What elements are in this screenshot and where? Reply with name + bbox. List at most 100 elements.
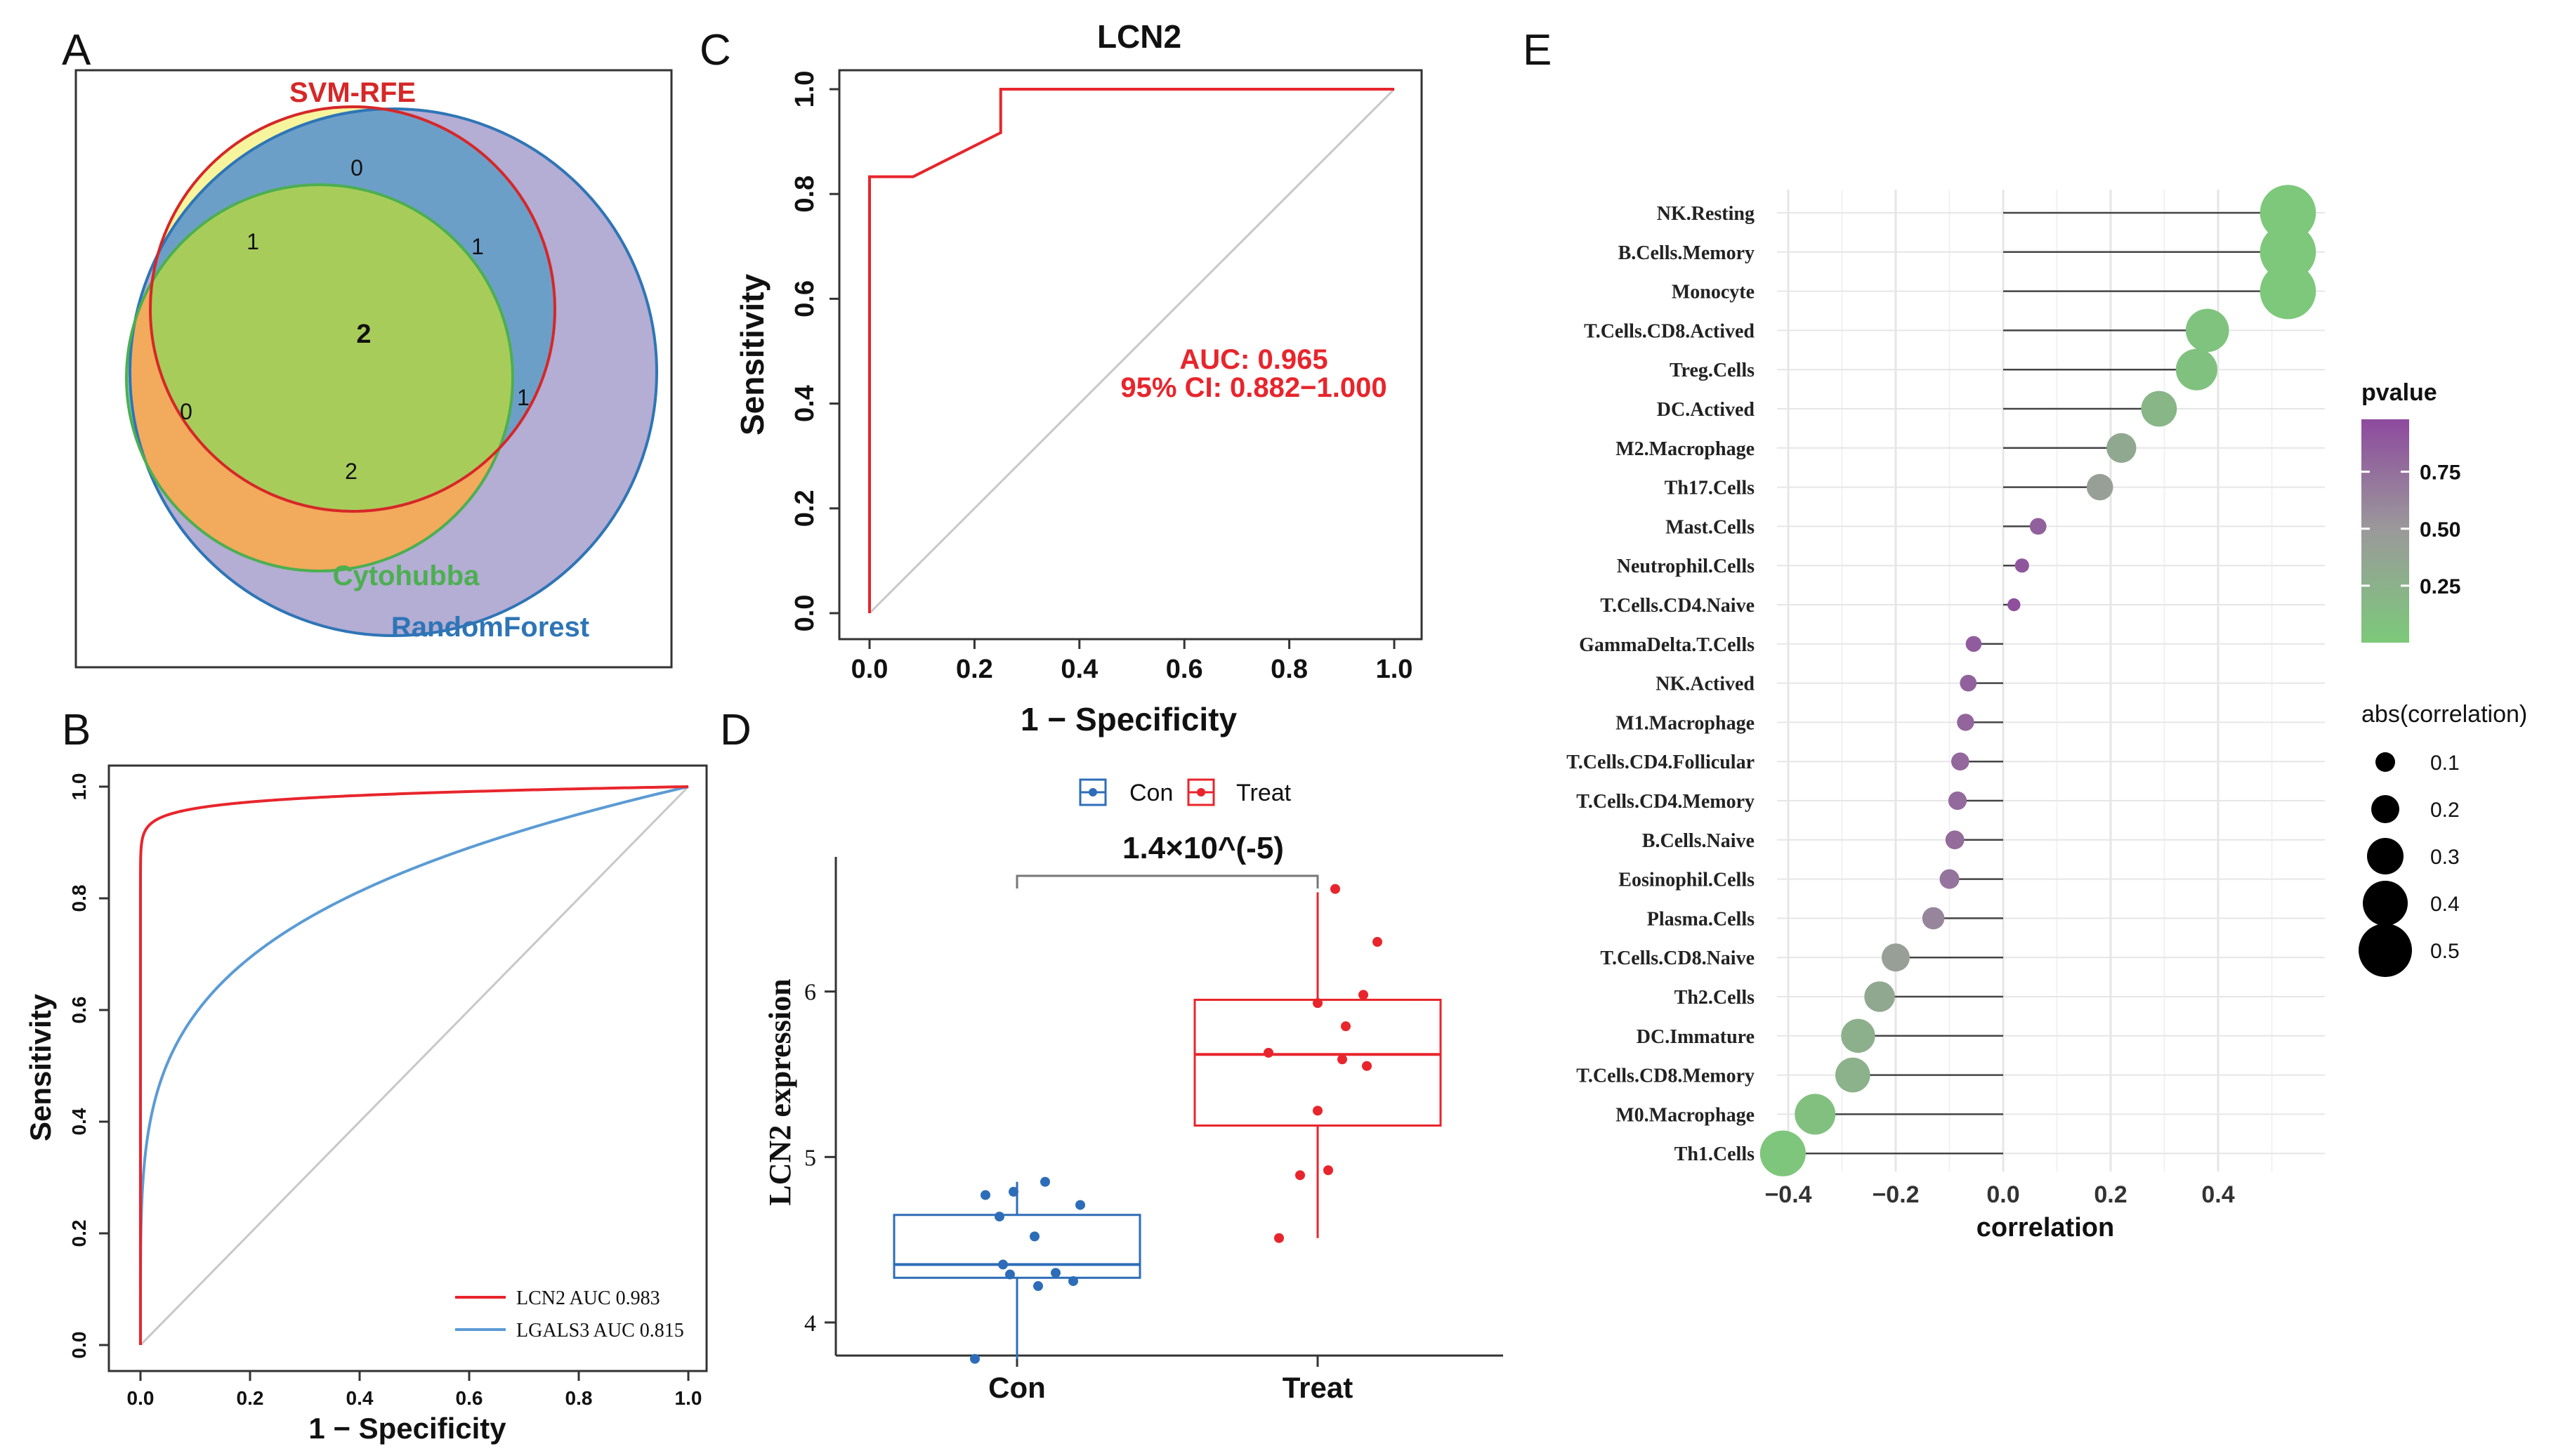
y-tick-label-d: 4: [804, 1311, 816, 1337]
category-labels-e: NK.Resting B.Cells.Memory Monocyte T.Cells.…: [1566, 203, 1755, 1165]
lollipop-dot: [1965, 636, 1982, 652]
x-tick-label-c: 0.8: [1271, 655, 1308, 684]
roc-curve-lcn2: [139, 785, 689, 1345]
roc-curve-lgals3: [139, 785, 689, 1345]
lollipop-dot: [1945, 830, 1965, 850]
category-label: T.Cells.CD4.Memory: [1576, 791, 1755, 813]
lollipop-dot: [1841, 1018, 1875, 1054]
data-point-treat: [1295, 1170, 1305, 1181]
size-legend-dot: [2371, 795, 2399, 823]
x-tick-label-c: 0.0: [851, 655, 889, 684]
category-label: T.Cells.CD8.Naive: [1600, 947, 1755, 969]
color-legend-title: pvalue: [2361, 379, 2437, 406]
size-legend-dot: [2363, 881, 2408, 926]
category-label: Th17.Cells: [1665, 478, 1755, 499]
lollipop-dot: [2106, 433, 2137, 463]
category-label: NK.Actived: [1656, 674, 1755, 695]
color-legend-tick-label: 0.50: [2420, 518, 2460, 542]
x-tick-label-c: 0.4: [1061, 655, 1098, 684]
x-axis-e: −0.4 −0.2 0.0 0.2 0.4: [1764, 1181, 2234, 1208]
x-tick-label-b: 0.4: [346, 1387, 374, 1409]
x-tick-label-e: 0.4: [2201, 1181, 2234, 1208]
size-legend-dot: [2359, 924, 2412, 977]
y-axis-label-d: LCN2 expression: [763, 978, 797, 1205]
legend-label-lgals3: LGALS3 AUC 0.815: [516, 1320, 684, 1342]
venn-frame: [74, 69, 673, 669]
color-legend: pvalue 0.75 0.50 0.25: [2361, 379, 2460, 643]
data-point-con: [981, 1190, 990, 1200]
lollipop-dot: [1939, 869, 1960, 889]
x-tick-label-e: 0.2: [2094, 1181, 2127, 1208]
x-tick-label-b: 0.0: [127, 1387, 155, 1409]
x-tick-label-e: −0.2: [1872, 1181, 1919, 1208]
lollipop-dot: [1795, 1094, 1836, 1135]
legend-label-lcn2: LCN2 AUC 0.983: [516, 1287, 660, 1309]
size-legend-label: 0.2: [2430, 799, 2460, 822]
x-tick-label-e: 0.0: [1986, 1181, 2019, 1208]
axes-d: 4 5 6 Con Treat: [804, 980, 1353, 1404]
lollipop-dot: [1882, 943, 1910, 972]
y-axis-label-b: Sensitivity: [24, 993, 57, 1141]
data-point-treat: [1341, 1021, 1351, 1032]
ci-text: 95% CI: 0.882−1.000: [1120, 372, 1386, 403]
category-label: M1.Macrophage: [1615, 712, 1755, 734]
y-tick-label-b: 0.6: [68, 997, 90, 1024]
y-tick-label-b: 1.0: [68, 773, 90, 801]
category-label: Treg.Cells: [1670, 360, 1755, 381]
size-legend-dot: [2367, 838, 2404, 874]
x-tick-label-c: 0.6: [1166, 655, 1203, 684]
grid-e: [1777, 190, 2325, 1172]
data-point-treat: [1313, 1106, 1323, 1116]
category-label: Th2.Cells: [1674, 987, 1755, 1009]
y-tick-label-c: 0.4: [790, 385, 820, 422]
y-tick-label-b: 0.8: [68, 885, 90, 912]
panel-d-boxplot: D Con Treat 1.4×10^(-5) 4 5 6 Con Treat LCN2…: [720, 706, 1503, 1404]
x-axis-label-c: 1 − Specificity: [1021, 701, 1238, 737]
y-axis-label-c: Sensitivity: [734, 274, 771, 436]
panel-letter-b: B: [62, 706, 91, 754]
data-point-con: [1075, 1200, 1085, 1210]
panel-c-roc: C LCN2 0.0 0.2 0.4 0.6 0.8 1.0 0.0 0.2 0.4 0.6 0.8…: [700, 18, 1423, 737]
box-con: [893, 1214, 1141, 1279]
category-label: B.Cells.Naive: [1642, 830, 1755, 852]
data-point-con: [998, 1259, 1008, 1270]
auc-text: AUC: 0.965: [1179, 344, 1327, 375]
size-legend-title: abs(correlation): [2361, 701, 2527, 728]
category-label: T.Cells.CD8.Memory: [1576, 1065, 1755, 1087]
data-point-con: [1051, 1268, 1061, 1278]
lollipop-dot: [1960, 674, 1977, 692]
x-tick-label-d: Con: [988, 1371, 1046, 1404]
panel-letter-e: E: [1523, 26, 1552, 74]
y-tick-label-c: 0.6: [790, 280, 820, 317]
category-label: T.Cells.CD4.Naive: [1600, 595, 1755, 617]
y-tick-label-d: 5: [804, 1145, 816, 1171]
boxes-d: [893, 884, 1442, 1364]
panel-letter-a: A: [62, 26, 91, 74]
category-label: GammaDelta.T.Cells: [1579, 634, 1755, 656]
venn-count-cyto-rf: 2: [345, 459, 358, 484]
venn-label-cytohubba: Cytohubba: [333, 560, 480, 591]
x-tick-label-c: 0.2: [956, 655, 993, 684]
lollipop-dot: [1957, 714, 1974, 731]
data-point-treat: [1337, 1054, 1347, 1065]
legend-dot-con: [1089, 788, 1097, 796]
x-tick-label-b: 0.6: [456, 1387, 483, 1409]
y-tick-label-b: 0.4: [68, 1108, 90, 1135]
category-label: Neutrophil.Cells: [1617, 556, 1755, 577]
panel-letter-c: C: [700, 26, 731, 74]
axes-b: 0.0 0.2 0.4 0.6 0.8 1.0 0.0 0.2 0.4 0.6 0.8 1.0: [68, 773, 702, 1409]
axes-c: 0.0 0.2 0.4 0.6 0.8 1.0 0.0 0.2 0.4 0.6 0.8 1.0: [790, 71, 1412, 684]
data-point-treat: [1323, 1165, 1333, 1176]
size-legend-label: 0.3: [2430, 846, 2460, 869]
lollipop-dot: [2086, 473, 2113, 501]
lollipops-e: [1759, 185, 2316, 1176]
venn-count-svm-cyto: 1: [247, 229, 259, 254]
size-legend-label: 0.1: [2430, 752, 2460, 775]
lollipop-dot: [2185, 308, 2229, 353]
lollipop-dot: [1948, 791, 1967, 811]
data-point-con: [970, 1353, 980, 1364]
data-point-treat: [1313, 998, 1323, 1009]
panel-letter-d: D: [720, 706, 752, 754]
x-axis-label-e: correlation: [1976, 1213, 2114, 1242]
legend-d: Con Treat: [1079, 778, 1292, 806]
